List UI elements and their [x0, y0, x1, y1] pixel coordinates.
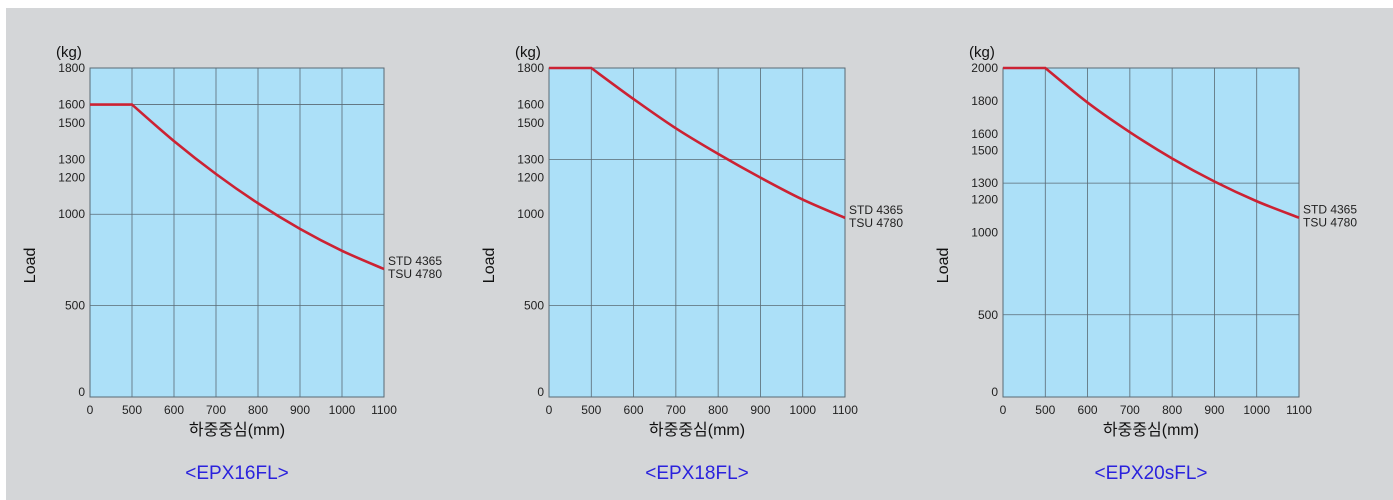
- curve-annotation-tsu: TSU 4780: [388, 267, 442, 281]
- x-tick-label: 500: [1035, 403, 1055, 417]
- y-tick-label: 1200: [517, 171, 544, 185]
- chart-caption: <EPX16FL>: [185, 463, 289, 484]
- chart-epx16fl: 0 500 600 700 800 900 1000 1100 0 500 1000 1200 130…: [22, 44, 442, 484]
- x-tick-label: 600: [1078, 403, 1098, 417]
- load-curve: [549, 66, 846, 220]
- x-tick-label: 900: [750, 403, 770, 417]
- chart-canvas: 0 500 600 700 800 900 1000 1100 0 500 1000 1200 130…: [6, 8, 1393, 500]
- chart-caption: <EPX18FL>: [645, 463, 749, 484]
- grid-lines: [90, 68, 385, 397]
- chart-epx20sfl: 0 500 600 700 800 900 1000 1100 0 500 1000 1200 130…: [935, 44, 1357, 484]
- y-tick-label: 500: [65, 299, 85, 313]
- plot-area: [89, 67, 385, 398]
- x-tick-label: 1100: [832, 403, 858, 417]
- x-tick-label: 700: [666, 403, 686, 417]
- y-tick-label: 500: [978, 308, 998, 322]
- y-tick-label: 1200: [971, 193, 998, 207]
- y-tick-label: 1800: [517, 61, 544, 75]
- plot-area: [548, 67, 846, 398]
- x-tick-label: 800: [708, 403, 728, 417]
- x-tick-label: 1100: [371, 403, 397, 417]
- x-tick-label: 700: [1120, 403, 1140, 417]
- x-tick-label: 900: [1204, 403, 1224, 417]
- y-tick-label: 0: [537, 385, 544, 399]
- x-axis-label: 하중중심(mm): [649, 421, 745, 439]
- y-tick-label: 0: [991, 385, 998, 399]
- y-tick-label: 1000: [58, 207, 85, 221]
- y-tick-labels: 0 500 1000 1200 1300 1500 1600 1800: [517, 61, 544, 399]
- curve-annotation-std: STD 4365: [849, 203, 903, 217]
- x-tick-label: 0: [1000, 403, 1007, 417]
- chart-epx18fl: 0 500 600 700 800 900 1000 1100 0 500 1000 1200 130…: [481, 44, 903, 484]
- y-tick-label: 1600: [971, 127, 998, 141]
- y-axis-label: Load: [481, 248, 498, 284]
- curve-annotation-std: STD 4365: [1303, 203, 1357, 217]
- chart-caption: <EPX20sFL>: [1094, 463, 1207, 484]
- y-tick-label: 1000: [517, 207, 544, 221]
- x-tick-label: 900: [290, 403, 310, 417]
- y-tick-label: 1000: [971, 226, 998, 240]
- y-axis-label: Load: [22, 248, 39, 284]
- x-tick-label: 0: [87, 403, 94, 417]
- y-tick-labels: 0 500 1000 1200 1300 1500 1600 1800: [58, 61, 85, 399]
- y-tick-label: 1800: [971, 94, 998, 108]
- y-tick-label: 1500: [58, 116, 85, 130]
- x-axis-label: 하중중심(mm): [1103, 421, 1199, 439]
- curve-annotation-tsu: TSU 4780: [1303, 216, 1357, 230]
- x-tick-labels: 0 500 600 700 800 900 1000 1100: [87, 403, 398, 417]
- chart-panel: 0 500 600 700 800 900 1000 1100 0 500 1000 1200 130…: [6, 8, 1393, 500]
- load-curve: [90, 103, 385, 271]
- x-tick-label: 0: [546, 403, 553, 417]
- x-tick-label: 1000: [329, 403, 356, 417]
- load-curve: [1003, 66, 1300, 219]
- y-tick-label: 1500: [971, 143, 998, 157]
- x-tick-label: 1000: [1243, 403, 1270, 417]
- grid-lines: [1003, 68, 1300, 397]
- curve-annotation-std: STD 4365: [388, 254, 442, 268]
- x-tick-labels: 0 500 600 700 800 900 1000 1100: [546, 403, 859, 417]
- y-tick-label: 1300: [971, 176, 998, 190]
- x-tick-label: 700: [206, 403, 226, 417]
- y-tick-label: 1600: [517, 98, 544, 112]
- x-axis-label: 하중중심(mm): [189, 421, 285, 439]
- x-tick-label: 1000: [789, 403, 816, 417]
- x-tick-labels: 0 500 600 700 800 900 1000 1100: [1000, 403, 1313, 417]
- y-tick-label: 1500: [517, 116, 544, 130]
- x-tick-label: 600: [624, 403, 644, 417]
- grid-lines: [549, 68, 846, 397]
- y-tick-label: 1300: [517, 152, 544, 166]
- x-tick-label: 500: [581, 403, 601, 417]
- x-tick-label: 600: [164, 403, 184, 417]
- y-tick-label: 2000: [971, 61, 998, 75]
- plot-area: [1002, 67, 1300, 398]
- x-tick-label: 800: [248, 403, 268, 417]
- y-tick-label: 0: [78, 385, 85, 399]
- x-tick-label: 800: [1162, 403, 1182, 417]
- x-tick-label: 1100: [1286, 403, 1312, 417]
- x-tick-label: 500: [122, 403, 142, 417]
- y-unit-label: (kg): [515, 44, 541, 61]
- y-tick-labels: 0 500 1000 1200 1300 1500 1600 1800 2000: [971, 61, 998, 399]
- y-tick-label: 1800: [58, 61, 85, 75]
- y-unit-label: (kg): [969, 44, 995, 61]
- y-axis-label: Load: [935, 248, 952, 284]
- y-tick-label: 1300: [58, 152, 85, 166]
- y-unit-label: (kg): [56, 44, 82, 61]
- y-tick-label: 1600: [58, 98, 85, 112]
- y-tick-label: 500: [524, 299, 544, 313]
- y-tick-label: 1200: [58, 171, 85, 185]
- curve-annotation-tsu: TSU 4780: [849, 216, 903, 230]
